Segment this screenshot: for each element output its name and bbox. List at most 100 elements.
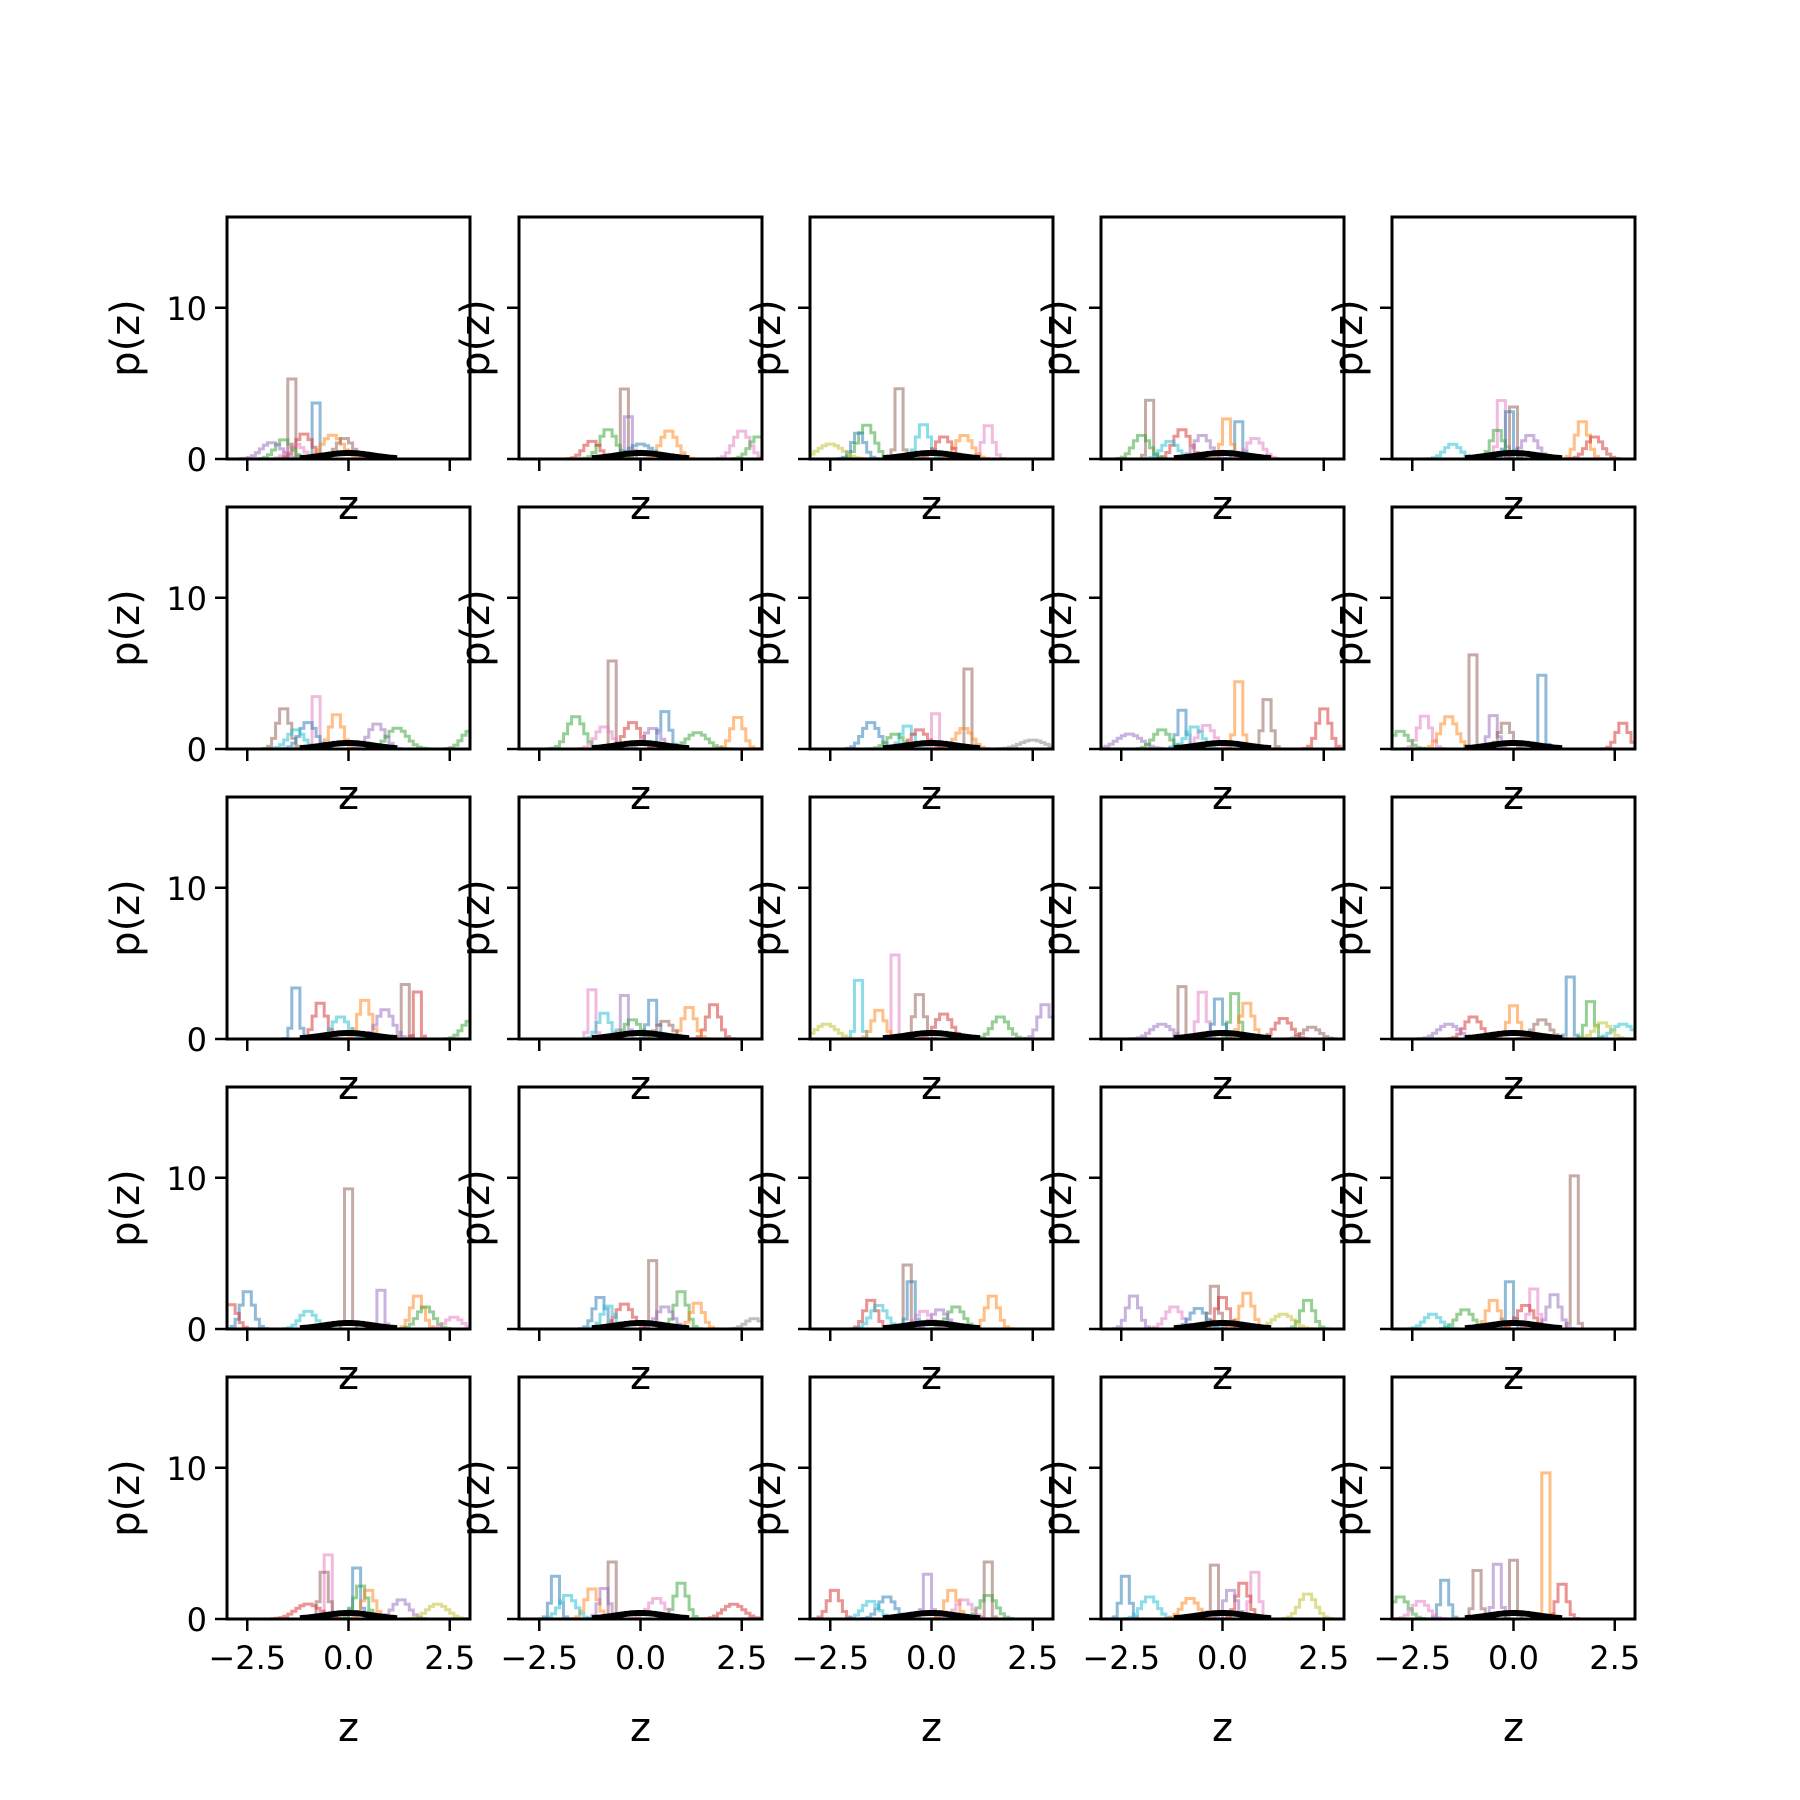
series-histogram-7 [227,1602,470,1619]
series-histogram-2 [1392,405,1635,459]
reference-density-curve [1464,1320,1563,1329]
reference-density-curve [1173,1320,1272,1329]
panel-frame [517,505,764,751]
plot-area [519,387,762,459]
series-histogram-7 [519,1018,762,1039]
panel-r4-c2: zp(z) [453,1085,764,1399]
panel-r5-c3: −2.5 0.0 2.5 z p(z) [744,1375,1058,1751]
series-histogram-2 [1392,1558,1635,1619]
panel-frame [808,1085,1055,1331]
y-axis-label: p(z) [1326,1459,1372,1537]
y-axis-label: p(z) [453,1169,499,1247]
panel-r5-c5: −2.5 0.0 2.5 z p(z) [1326,1375,1640,1751]
x-tick-label: 0.0 [615,1639,666,1677]
x-tick-label: 0.0 [1197,1639,1248,1677]
plot-area [810,953,1053,1039]
series-histogram-2 [1101,990,1344,1039]
y-tick-label: 0 [187,731,207,769]
panel-r4-c5: zp(z) [1326,1085,1637,1399]
plot-area [1101,985,1344,1039]
panel-r2-c5: zp(z) [1326,505,1637,819]
reference-density-curve [1173,1030,1272,1039]
series-histogram-3 [810,1588,1053,1619]
reference-density-curve [299,1320,398,1329]
series-histogram-6 [1392,1022,1635,1039]
reference-density-curve [882,1030,981,1039]
series-histogram-3 [227,713,470,749]
x-tick-label: 0.0 [1488,1639,1539,1677]
plot-area [810,667,1053,749]
series-histogram-6 [810,728,1053,749]
panel-r5-c2: −2.5 0.0 2.5 z p(z) [453,1375,767,1751]
x-tick-label: 2.5 [1298,1639,1349,1677]
y-axis-label: p(z) [744,1459,790,1537]
x-axis-label: z [921,1705,942,1751]
series-histogram-3 [1101,1294,1344,1329]
series-histogram-7 [1392,714,1635,749]
panel-r2-c2: zp(z) [453,505,764,819]
y-tick-label: 0 [187,1601,207,1639]
y-tick-label: 10 [166,580,207,618]
series-histogram-3 [1392,410,1635,459]
series-histogram-3 [1392,714,1635,749]
y-axis-label: p(z) [1035,1169,1081,1247]
panel-r3-c3: zp(z) [744,795,1055,1109]
y-axis-label: p(z) [744,299,790,377]
series-histogram-7 [1392,1595,1635,1619]
series-histogram-6 [1101,434,1344,459]
plot-area [1392,975,1635,1039]
series-histogram-3 [810,721,1053,749]
x-tick-label: 2.5 [424,1639,475,1677]
reference-density-curve [1464,449,1563,459]
panel-r3-c2: zp(z) [453,795,764,1109]
series-histogram-3 [1101,1574,1344,1619]
series-histogram-5 [1101,732,1344,749]
x-axis-label: z [630,1705,651,1751]
plot-area [227,377,470,459]
reference-density-curve [299,449,398,459]
series-histogram-5 [519,429,762,459]
series-histogram-1 [1101,398,1344,459]
panel-frame [1390,1375,1637,1621]
series-histogram-4 [1392,420,1635,459]
series-histogram-8 [227,437,470,459]
y-tick-label: 10 [166,1160,207,1198]
series-histogram-3 [1392,1004,1635,1039]
panel-r2-c3: zp(z) [744,505,1055,819]
series-histogram-8 [810,435,1053,459]
panel-frame [1390,505,1637,751]
series-histogram-2 [1392,1280,1635,1329]
series-histogram-3 [810,993,1053,1039]
series-histogram-3 [1392,1287,1635,1329]
series-histogram-3 [519,716,762,749]
series-histogram-7 [1101,437,1344,459]
series-histogram-6 [1101,1017,1344,1039]
panel-r5-c1: −2.5 0.0 2.5 z 0 10 p(z) [103,1375,475,1751]
series-histogram-7 [1101,1595,1344,1619]
panel-r3-c4: zp(z) [1035,795,1346,1109]
series-histogram-7 [519,727,762,749]
panel-frame [1099,1085,1346,1331]
y-axis-label: p(z) [744,589,790,667]
panel-frame [517,215,764,461]
y-axis-label: p(z) [1035,299,1081,377]
reference-density-curve [1464,1030,1563,1039]
panel-r1-c5: zp(z) [1326,215,1637,529]
reference-density-curve [591,1610,690,1619]
series-histogram-7 [1392,1304,1635,1329]
panel-frame [1390,795,1637,1041]
series-histogram-4 [1101,997,1344,1039]
plot-area [1392,1174,1635,1329]
series-histogram-7 [810,738,1053,749]
plot-area [227,1553,470,1619]
series-histogram-4 [1101,1581,1344,1619]
x-tick-label: −2.5 [791,1639,869,1677]
reference-density-curve [299,1030,398,1039]
reference-density-curve [591,740,690,749]
series-histogram-5 [1101,1592,1344,1619]
series-histogram-5 [1392,715,1635,749]
series-histogram-2 [810,712,1053,749]
